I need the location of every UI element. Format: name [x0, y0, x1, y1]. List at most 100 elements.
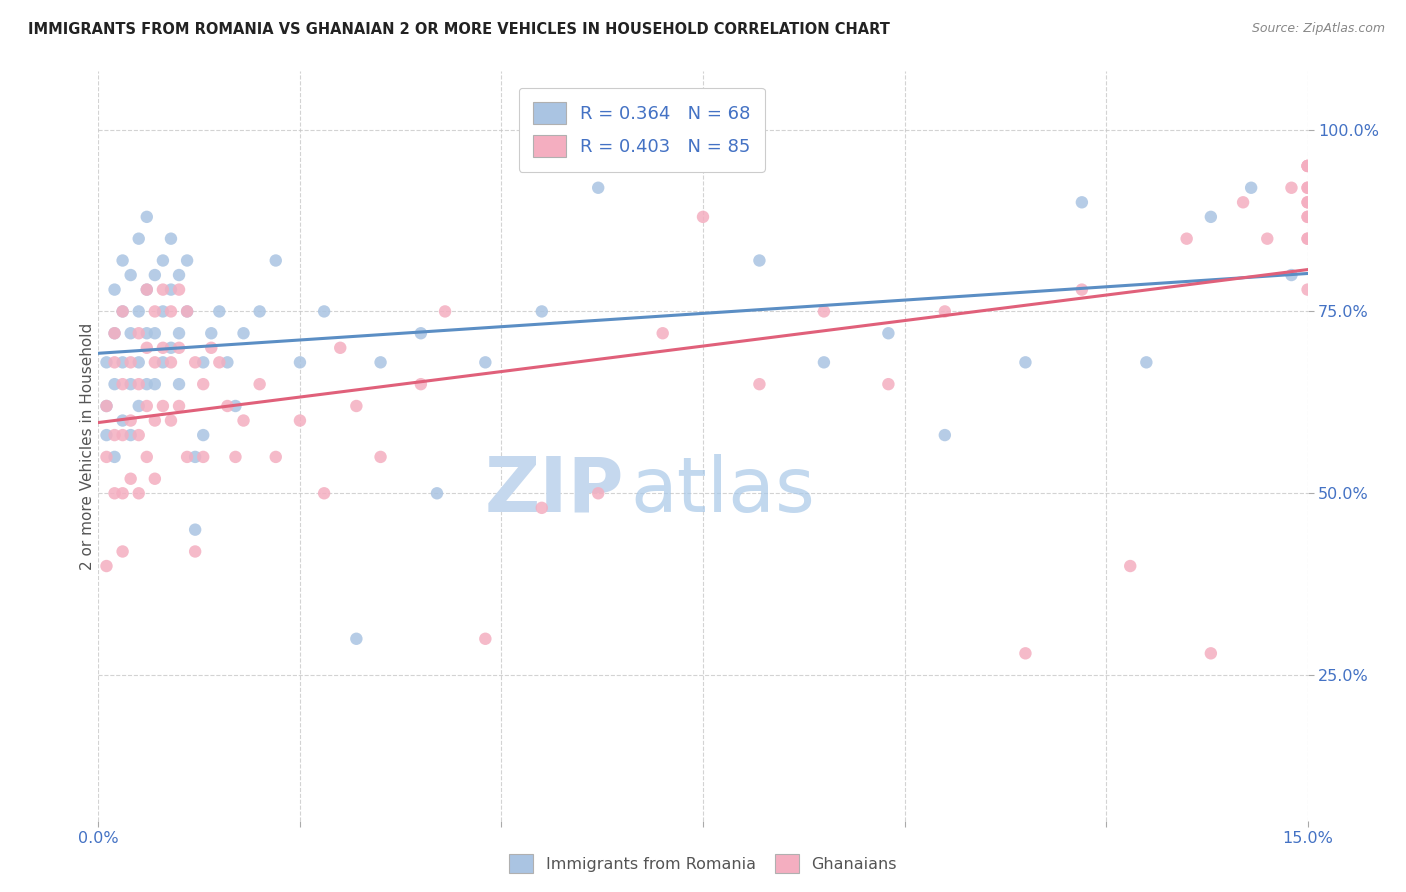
Point [370, 355, 392, 369]
Point [474, 355, 496, 369]
Point [184, 544, 207, 558]
Point [288, 355, 311, 369]
Point [934, 304, 956, 318]
Point [167, 399, 190, 413]
Point [160, 304, 183, 318]
Point [120, 326, 142, 341]
Point [128, 232, 150, 246]
Point [434, 304, 457, 318]
Point [1296, 195, 1319, 210]
Point [143, 326, 166, 341]
Point [120, 377, 142, 392]
Point [748, 377, 770, 392]
Point [167, 377, 190, 392]
Point [1135, 355, 1157, 369]
Point [120, 355, 142, 369]
Point [530, 304, 553, 318]
Point [264, 253, 287, 268]
Point [135, 210, 157, 224]
Point [152, 355, 174, 369]
Point [1296, 195, 1319, 210]
Point [103, 326, 125, 341]
Point [103, 486, 125, 500]
Point [103, 326, 125, 341]
Point [128, 428, 150, 442]
Legend: R = 0.364   N = 68, R = 0.403   N = 85: R = 0.364 N = 68, R = 0.403 N = 85 [519, 88, 765, 171]
Point [288, 413, 311, 427]
Point [1175, 232, 1198, 246]
Point [167, 268, 190, 282]
Point [135, 399, 157, 413]
Point [128, 304, 150, 318]
Point [111, 486, 134, 500]
Point [1232, 195, 1254, 210]
Point [200, 341, 222, 355]
Point [160, 413, 183, 427]
Point [1256, 232, 1278, 246]
Point [1296, 210, 1319, 224]
Point [314, 486, 336, 500]
Point [1281, 268, 1303, 282]
Point [176, 253, 198, 268]
Point [586, 180, 609, 194]
Point [96, 428, 118, 442]
Point [103, 450, 125, 464]
Point [143, 355, 166, 369]
Point [160, 283, 183, 297]
Point [111, 413, 134, 427]
Point [103, 377, 125, 392]
Point [160, 341, 183, 355]
Point [176, 450, 198, 464]
Point [96, 559, 118, 574]
Point [217, 355, 239, 369]
Point [1070, 283, 1092, 297]
Point [103, 283, 125, 297]
Point [651, 137, 673, 152]
Point [128, 326, 150, 341]
Point [692, 210, 714, 224]
Point [167, 326, 190, 341]
Point [135, 326, 157, 341]
Point [224, 399, 246, 413]
Point [96, 355, 118, 369]
Point [1014, 646, 1036, 660]
Point [128, 399, 150, 413]
Point [813, 304, 835, 318]
Point [1199, 210, 1222, 224]
Point [1296, 283, 1319, 297]
Point [426, 486, 449, 500]
Point [111, 355, 134, 369]
Point [135, 377, 157, 392]
Point [120, 472, 142, 486]
Point [193, 450, 215, 464]
Point [96, 399, 118, 413]
Text: ZIP: ZIP [485, 454, 624, 528]
Point [152, 253, 174, 268]
Point [409, 326, 432, 341]
Point [1296, 180, 1319, 194]
Point [193, 355, 215, 369]
Point [111, 304, 134, 318]
Point [160, 232, 183, 246]
Point [474, 632, 496, 646]
Point [152, 304, 174, 318]
Point [224, 450, 246, 464]
Point [128, 355, 150, 369]
Point [111, 544, 134, 558]
Point [184, 355, 207, 369]
Point [184, 450, 207, 464]
Point [96, 450, 118, 464]
Point [193, 377, 215, 392]
Point [1296, 159, 1319, 173]
Point [1119, 559, 1142, 574]
Point [232, 413, 254, 427]
Point [344, 632, 367, 646]
Point [103, 355, 125, 369]
Legend: Immigrants from Romania, Ghanaians: Immigrants from Romania, Ghanaians [502, 847, 904, 880]
Point [143, 472, 166, 486]
Point [1296, 210, 1319, 224]
Y-axis label: 2 or more Vehicles in Household: 2 or more Vehicles in Household [80, 322, 94, 570]
Point [586, 486, 609, 500]
Point [1296, 180, 1319, 194]
Point [314, 304, 336, 318]
